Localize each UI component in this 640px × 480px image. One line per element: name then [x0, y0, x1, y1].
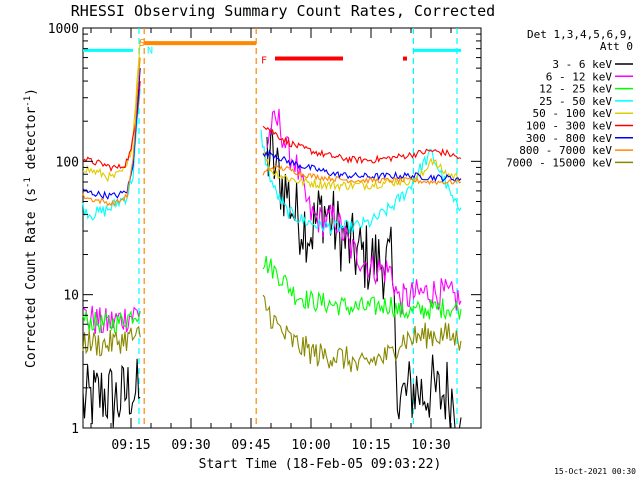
series-line-8 [82, 294, 462, 373]
series-line-0 [82, 127, 462, 429]
legend-header-line1: Det 1,3,4,5,6,9, [527, 28, 633, 41]
legend-label: 25 - 50 keV [539, 95, 612, 108]
series-line-1 [82, 108, 462, 334]
x-tick-label: 09:30 [171, 438, 210, 453]
y-tick-label: 1000 [48, 22, 79, 37]
x-tick-label: 10:00 [291, 438, 330, 453]
y-label-part1: Corrected Count Rate (s [24, 188, 39, 368]
event-lines [138, 28, 458, 428]
x-axis: 09:15 09:30 09:45 10:00 10:15 10:30 [90, 28, 452, 453]
y-axis-label: Corrected Count Rate (s-1 detector-1) [23, 88, 39, 368]
x-tick-label: 09:45 [231, 438, 270, 453]
y-axis: 1 10 100 1000 [48, 22, 481, 437]
chart-title: RHESSI Observing Summary Count Rates, Co… [71, 2, 495, 20]
annotation-s: S [139, 38, 145, 49]
annotation-n: N [147, 46, 153, 57]
legend-label: 7000 - 15000 keV [506, 156, 612, 169]
y-label-sup1: -1 [23, 177, 33, 188]
y-label-part2: detector [24, 107, 39, 178]
series-line-7 [82, 57, 462, 207]
legend-label: 800 - 7000 keV [519, 144, 612, 157]
series-line-6 [82, 68, 462, 200]
y-tick-label: 1 [71, 422, 79, 437]
legend-label: 3 - 6 keV [552, 58, 612, 71]
plot-area: SN F 1 10 100 1000 09:15 09:30 09:45 10:00 10:15… [48, 22, 482, 453]
plot-frame [82, 27, 482, 429]
timestamp: 15-Oct-2021 00:30 [554, 467, 636, 476]
y-tick-label: 100 [56, 155, 79, 170]
annotation-f: F [261, 56, 267, 67]
series-line-5 [82, 81, 462, 173]
legend-label: 50 - 100 keV [533, 107, 613, 120]
y-tick-label: 10 [63, 289, 79, 304]
x-axis-label: Start Time (18-Feb-05 09:03:22) [199, 457, 442, 472]
legend-header-line2: Att 0 [600, 40, 633, 53]
legend-label: 100 - 300 keV [526, 120, 612, 133]
series-line-3 [82, 88, 462, 236]
y-label-part3: ) [24, 88, 39, 96]
state-bars [83, 41, 461, 61]
series-line-2 [82, 255, 462, 334]
annotations: SN F [139, 38, 267, 67]
series-layer [82, 40, 462, 429]
legend-label: 6 - 12 keV [546, 70, 613, 83]
legend-label: 300 - 800 keV [526, 132, 612, 145]
legend-label: 12 - 25 keV [539, 83, 612, 96]
series-line-4 [82, 40, 462, 192]
x-tick-label: 10:30 [411, 438, 450, 453]
x-tick-label: 09:15 [111, 438, 150, 453]
y-label-sup2: -1 [23, 96, 33, 107]
x-tick-label: 10:15 [351, 438, 390, 453]
